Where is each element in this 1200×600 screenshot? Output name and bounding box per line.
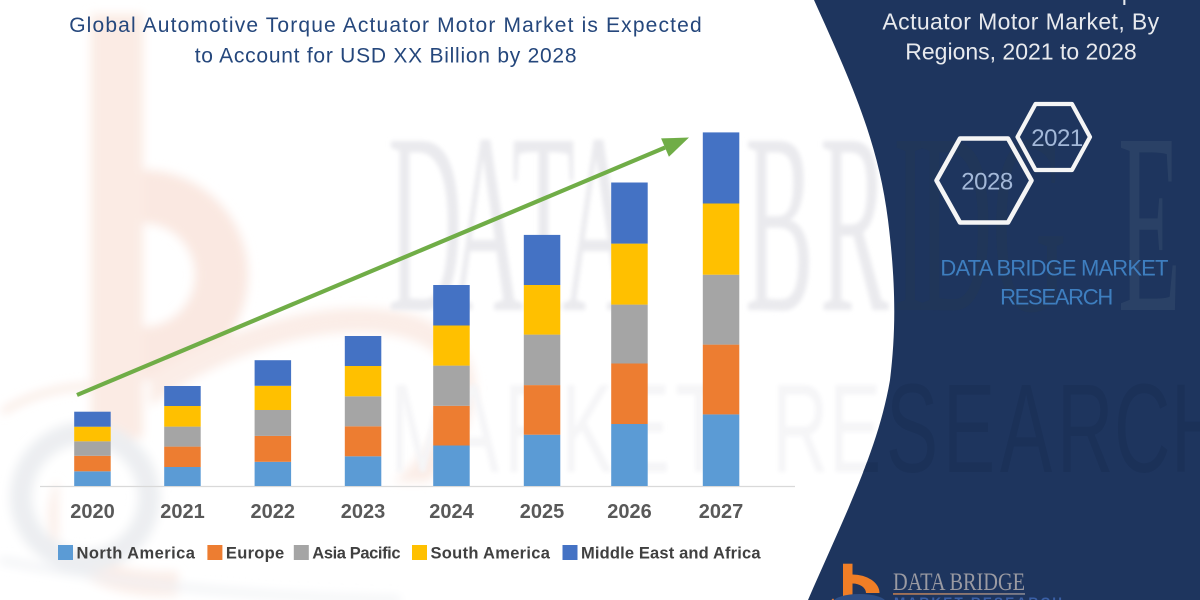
- svg-text:S: S: [886, 359, 938, 500]
- svg-text:2028: 2028: [961, 169, 1013, 196]
- svg-text:C: C: [1114, 359, 1170, 500]
- svg-text:B: B: [745, 80, 814, 366]
- svg-text:R: R: [772, 359, 828, 500]
- svg-text:E: E: [1118, 80, 1181, 366]
- svg-text:Global Automotive Torque Actua: Global Automotive Torque Actuator Motor …: [69, 14, 703, 37]
- svg-text:Regions, 2021 to 2028: Regions, 2021 to 2028: [905, 39, 1136, 65]
- svg-text:DATA BRIDGE: DATA BRIDGE: [893, 569, 1025, 596]
- svg-text:North America: North America: [77, 545, 196, 563]
- svg-text:2023: 2023: [341, 501, 386, 523]
- svg-text:R: R: [1057, 359, 1113, 500]
- svg-text:to Account for USD XX Billion: to Account for USD XX Billion by 2028: [195, 44, 578, 67]
- svg-text:Europe: Europe: [226, 545, 285, 563]
- svg-text:Global Automotive Torque: Global Automotive Torque: [890, 0, 1153, 5]
- svg-text:H: H: [1171, 359, 1200, 500]
- svg-text:E: E: [943, 359, 995, 500]
- svg-text:2026: 2026: [607, 501, 652, 523]
- svg-text:Actuator Motor Market, By: Actuator Motor Market, By: [882, 9, 1159, 35]
- svg-text:2022: 2022: [251, 501, 296, 523]
- svg-text:2021: 2021: [1031, 125, 1083, 152]
- svg-text:2025: 2025: [520, 501, 565, 523]
- svg-text:DATA BRIDGE MARKET: DATA BRIDGE MARKET: [940, 255, 1168, 280]
- svg-text:MARKET RESEARCH: MARKET RESEARCH: [894, 595, 1064, 600]
- svg-text:2021: 2021: [160, 501, 205, 523]
- svg-text:RESEARCH: RESEARCH: [1000, 285, 1112, 310]
- svg-text:South America: South America: [431, 545, 551, 563]
- svg-text:Middle East and Africa: Middle East and Africa: [581, 545, 761, 563]
- svg-text:Asia Pacific: Asia Pacific: [312, 545, 400, 563]
- svg-text:2020: 2020: [70, 501, 115, 523]
- svg-text:2024: 2024: [429, 501, 474, 523]
- svg-text:2027: 2027: [699, 501, 744, 523]
- svg-text:I: I: [893, 80, 927, 366]
- svg-text:E: E: [1118, 80, 1181, 366]
- svg-text:K: K: [561, 359, 613, 500]
- svg-text:A: A: [1000, 359, 1052, 500]
